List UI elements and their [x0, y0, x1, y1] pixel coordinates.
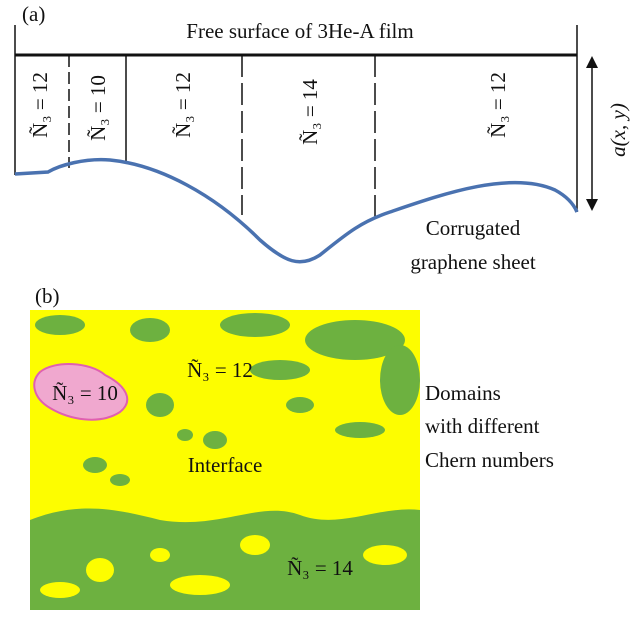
domain-label: Ñ₃ = 12 — [171, 72, 195, 138]
domain-label: Ñ₃ = 12 — [187, 358, 253, 382]
domain-label: Ñ₃ = 12 — [28, 72, 52, 138]
domain-label: Ñ₃ = 12 — [486, 72, 510, 138]
domain-label: Ñ₃ = 10 — [52, 381, 118, 405]
domain-label: Ñ₃ = 14 — [287, 556, 353, 580]
interface-label: Interface — [188, 453, 263, 477]
panel-a: (a) Free surface of 3He-A film Ñ₃ = 12 Ñ… — [15, 2, 630, 274]
thickness-label: a(x, y) — [606, 103, 630, 157]
side-text: Domains — [425, 381, 501, 405]
figure: (a) Free surface of 3He-A film Ñ₃ = 12 Ñ… — [0, 0, 638, 629]
domain-label: Ñ₃ = 14 — [298, 79, 322, 145]
panel-label: (b) — [35, 284, 60, 308]
domain-label: Ñ₃ = 10 — [86, 75, 110, 141]
graphene-sheet — [15, 160, 577, 262]
side-text: with different — [425, 414, 540, 438]
surface-label: Free surface of 3He-A film — [186, 19, 413, 43]
sheet-label: graphene sheet — [410, 250, 536, 274]
panel-b: (b) Ñ₃ = 10 Ñ₃ = 12 — [30, 284, 554, 610]
side-text: Chern numbers — [425, 448, 554, 472]
sheet-label: Corrugated — [426, 216, 521, 240]
panel-label: (a) — [22, 2, 45, 26]
